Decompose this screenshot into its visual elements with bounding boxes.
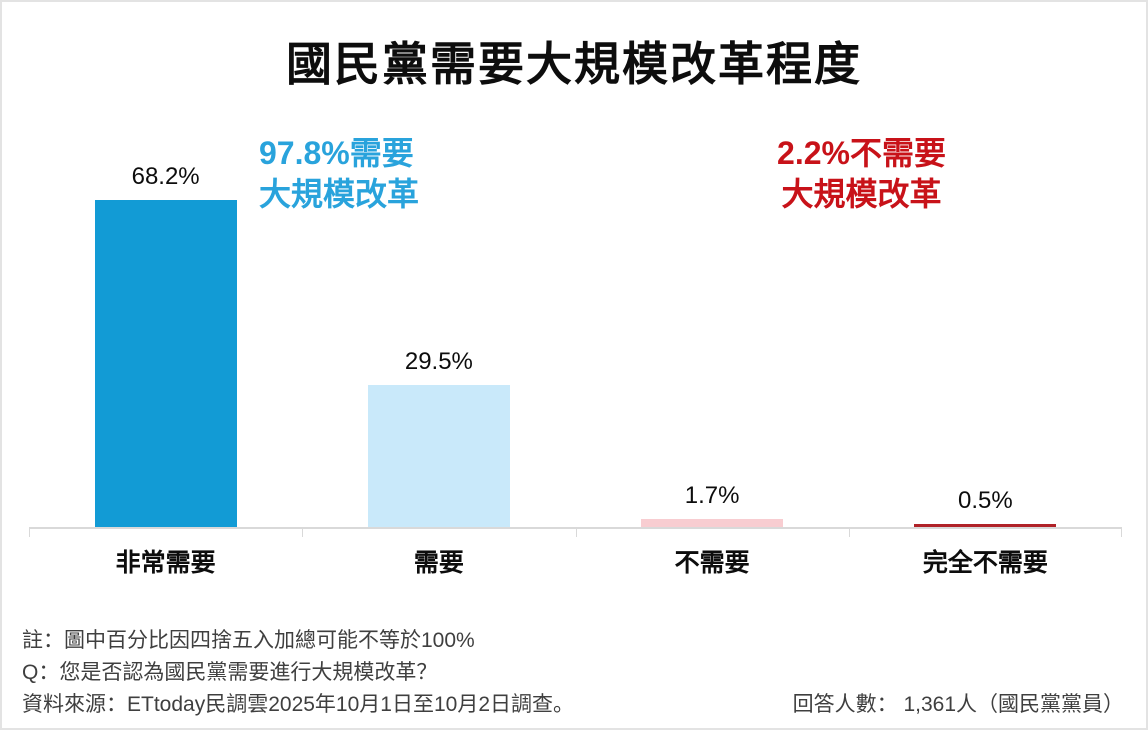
category-label: 不需要: [674, 549, 750, 577]
x-axis-tick: [29, 528, 30, 537]
category-label: 非常需要: [115, 549, 216, 577]
bar-column: 0.5%: [849, 117, 1122, 527]
bar: [641, 519, 784, 527]
bar: [367, 385, 510, 527]
chart-title: 國民黨需要大規模改革程度: [286, 38, 862, 90]
footnote-source: 資料來源：ETtoday民調雲2025年10月1日至10月2日調查。: [22, 693, 574, 716]
annotation-need-summary: 97.8%需要 大規模改革: [259, 133, 419, 215]
annotation-noneed-line1: 2.2%不需要: [777, 135, 946, 171]
bar-column: 1.7%: [576, 117, 849, 527]
category-label: 需要: [413, 549, 464, 577]
footnote-question: Q：您是否認為國民黨需要進行大規模改革？: [22, 661, 438, 684]
annotation-need-line1: 97.8%需要: [259, 135, 414, 171]
category-labels-row: 非常需要 需要 不需要 完全不需要: [29, 543, 1122, 579]
bar-column: 68.2%: [29, 117, 302, 527]
x-axis-tick: [848, 528, 850, 537]
footnote-rounding: 註：圖中百分比因四捨五入加總可能不等於100%: [22, 629, 475, 652]
bar-value-label: 0.5%: [958, 487, 1013, 514]
bar-value-label: 1.7%: [684, 482, 740, 509]
annotation-noneed-line2: 大規模改革: [781, 175, 942, 212]
x-axis-tick: [1121, 528, 1122, 537]
footnote-respondents: 回答人數： 1,361人（國民黨黨員）: [792, 693, 1124, 716]
bar-column: 29.5%: [302, 117, 575, 527]
bar-value-label: 68.2%: [131, 163, 200, 190]
bar-value-label: 29.5%: [404, 348, 473, 375]
x-axis-tick: [575, 528, 577, 537]
bar: [94, 200, 237, 527]
annotation-noneed-summary: 2.2%不需要 大規模改革: [754, 133, 969, 215]
bar: [914, 524, 1057, 527]
bar-chart-plot-area: 68.2% 29.5% 1.7% 0.5%: [29, 117, 1122, 537]
annotation-need-line2: 大規模改革: [259, 175, 420, 212]
category-label: 完全不需要: [922, 549, 1048, 577]
x-axis-tick: [302, 528, 304, 537]
